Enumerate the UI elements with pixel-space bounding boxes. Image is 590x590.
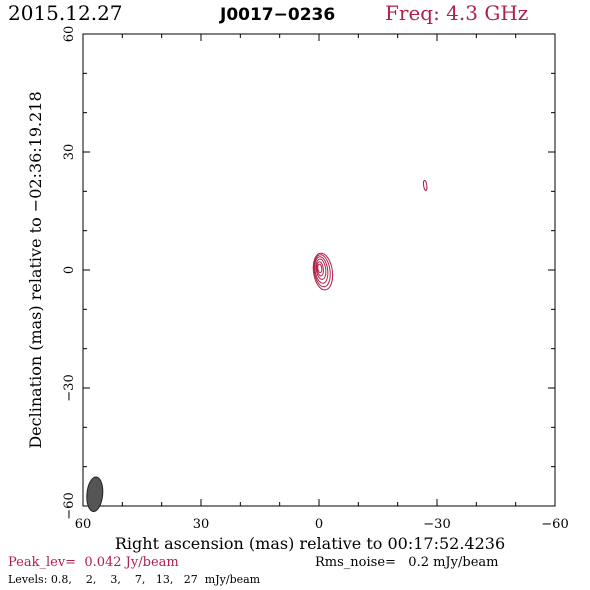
observation-date: 2015.12.27	[8, 1, 123, 25]
x-tick-label: 0	[315, 517, 323, 532]
x-tick-label: 60	[75, 517, 92, 532]
y-tick-label: −60	[62, 492, 77, 519]
beam-layer	[86, 476, 104, 512]
x-axis-label: Right ascension (mas) relative to 00:17:…	[115, 534, 505, 553]
y-tick-label: 60	[62, 26, 77, 43]
plot-frame	[82, 33, 556, 507]
contour-core	[317, 263, 323, 274]
axis-ticks	[82, 33, 556, 507]
contour-core	[313, 254, 331, 288]
x-tick-labels: 60 30 0 −30 −60	[75, 517, 569, 532]
y-tick-label: 0	[62, 266, 77, 274]
x-tick-label: 30	[193, 517, 210, 532]
rms-noise: Rms_noise= 0.2 mJy/beam	[315, 555, 498, 570]
contour-core	[316, 261, 324, 277]
contour-core	[314, 256, 329, 284]
contour-levels: Levels: 0.8, 2, 3, 7, 13, 27 mJy/beam	[8, 573, 261, 586]
frequency-label: Freq: 4.3 GHz	[385, 1, 528, 25]
y-tick-label: −30	[62, 374, 77, 401]
contour-core	[315, 258, 327, 280]
x-tick-label: −60	[541, 517, 568, 532]
y-axis-label: Declination (mas) relative to −02:36:19.…	[26, 91, 45, 448]
contour-core	[312, 252, 334, 291]
y-tick-label: 30	[62, 144, 77, 161]
contour-knot	[422, 179, 428, 192]
x-tick-label: −30	[423, 517, 450, 532]
y-tick-labels: −60 −30 0 30 60	[62, 26, 77, 520]
contour-layer	[312, 179, 428, 291]
beam-ellipse	[86, 476, 104, 512]
source-name: J0017−0236	[219, 5, 335, 25]
peak-level: Peak_lev= 0.042 Jy/beam	[8, 555, 179, 570]
